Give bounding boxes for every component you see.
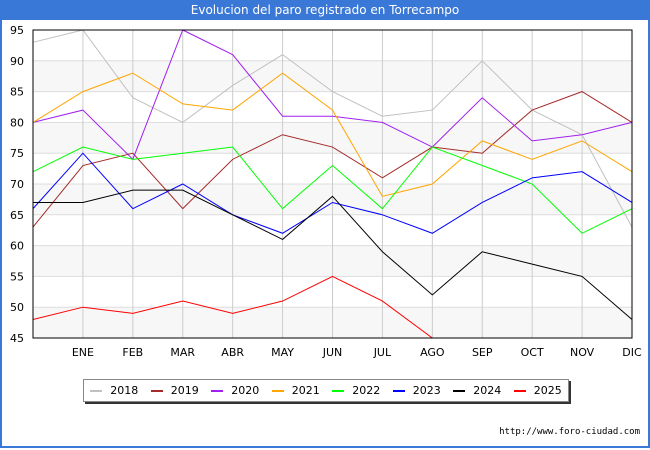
legend-swatch xyxy=(150,389,163,392)
legend-item: 2022 xyxy=(332,384,380,397)
x-tick-label: JUL xyxy=(373,346,392,359)
y-tick-label: 75 xyxy=(10,147,24,160)
y-tick-label: 90 xyxy=(10,55,24,68)
legend: 2018 2019 2020 2021 2022 2023 2024 2025 xyxy=(83,379,569,402)
legend-label: 2018 xyxy=(110,384,139,397)
legend-item: 2019 xyxy=(150,384,199,397)
y-tick-label: 95 xyxy=(10,24,24,37)
x-tick-label: MAR xyxy=(170,346,195,359)
x-tick-label: ENE xyxy=(72,346,94,359)
legend-swatch xyxy=(453,389,466,392)
x-tick-label: OCT xyxy=(521,346,544,359)
y-tick-label: 50 xyxy=(10,301,24,314)
legend-label: 2019 xyxy=(170,384,199,397)
y-tick-label: 55 xyxy=(10,270,24,283)
x-tick-label: JUN xyxy=(322,346,343,359)
plot-border xyxy=(32,29,633,339)
legend-swatch xyxy=(332,389,345,392)
legend-item: 2024 xyxy=(453,384,501,397)
y-tick-label: 65 xyxy=(10,209,24,222)
legend-label: 2022 xyxy=(352,384,381,397)
x-tick-label: ABR xyxy=(221,346,244,359)
y-tick-label: 45 xyxy=(10,332,24,345)
y-tick-label: 70 xyxy=(10,178,24,191)
footer-url: http://www.foro-ciudad.com xyxy=(499,427,640,437)
x-tick-label: NOV xyxy=(570,346,595,359)
legend-swatch xyxy=(211,389,224,392)
legend-label: 2020 xyxy=(231,384,260,397)
legend-item: 2021 xyxy=(271,384,320,397)
x-tick-label: SEP xyxy=(472,346,493,359)
legend-item: 2023 xyxy=(392,384,441,397)
x-tick-label: FEB xyxy=(122,346,143,359)
legend-swatch xyxy=(90,389,103,392)
legend-item: 2018 xyxy=(90,384,138,397)
y-tick-label: 60 xyxy=(10,240,24,253)
x-tick-label: AGO xyxy=(420,346,445,359)
y-tick-label: 80 xyxy=(10,116,24,129)
x-tick-label: MAY xyxy=(271,346,294,359)
chart-title: Evolucion del paro registrado en Torreca… xyxy=(2,0,648,20)
legend-label: 2025 xyxy=(533,384,562,397)
y-tick-label: 85 xyxy=(10,86,24,99)
legend-label: 2021 xyxy=(291,384,320,397)
legend-label: 2024 xyxy=(473,384,502,397)
legend-item: 2020 xyxy=(211,384,259,397)
legend-swatch xyxy=(513,389,526,392)
legend-item: 2025 xyxy=(513,384,562,397)
x-tick-label: DIC xyxy=(622,346,642,359)
legend-swatch xyxy=(392,389,405,392)
legend-swatch xyxy=(271,389,284,392)
legend-label: 2023 xyxy=(412,384,441,397)
